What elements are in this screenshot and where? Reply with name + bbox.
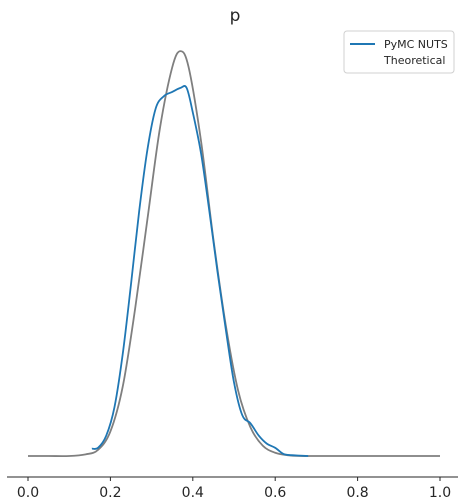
plot-area xyxy=(28,50,440,458)
x-tick-label: 0.2 xyxy=(99,485,121,500)
x-ticks: 0.0 0.2 0.4 0.6 0.8 1.0 xyxy=(17,477,451,500)
x-tick-label: 0.6 xyxy=(264,485,286,500)
chart-title: p xyxy=(230,6,241,26)
legend: PyMC NUTS Theoretical xyxy=(343,30,455,74)
x-tick-label: 0.8 xyxy=(346,485,368,500)
x-tick-label: 0.4 xyxy=(182,485,204,500)
series-line-theoretical xyxy=(28,50,440,458)
legend-label-pymc-nuts: PyMC NUTS xyxy=(384,38,448,51)
x-tick-label: 1.0 xyxy=(429,485,451,500)
legend-box xyxy=(343,30,455,74)
legend-label-theoretical: Theoretical xyxy=(383,54,445,67)
series-line-pymc-nuts xyxy=(91,85,309,457)
x-tick-label: 0.0 xyxy=(17,485,39,500)
